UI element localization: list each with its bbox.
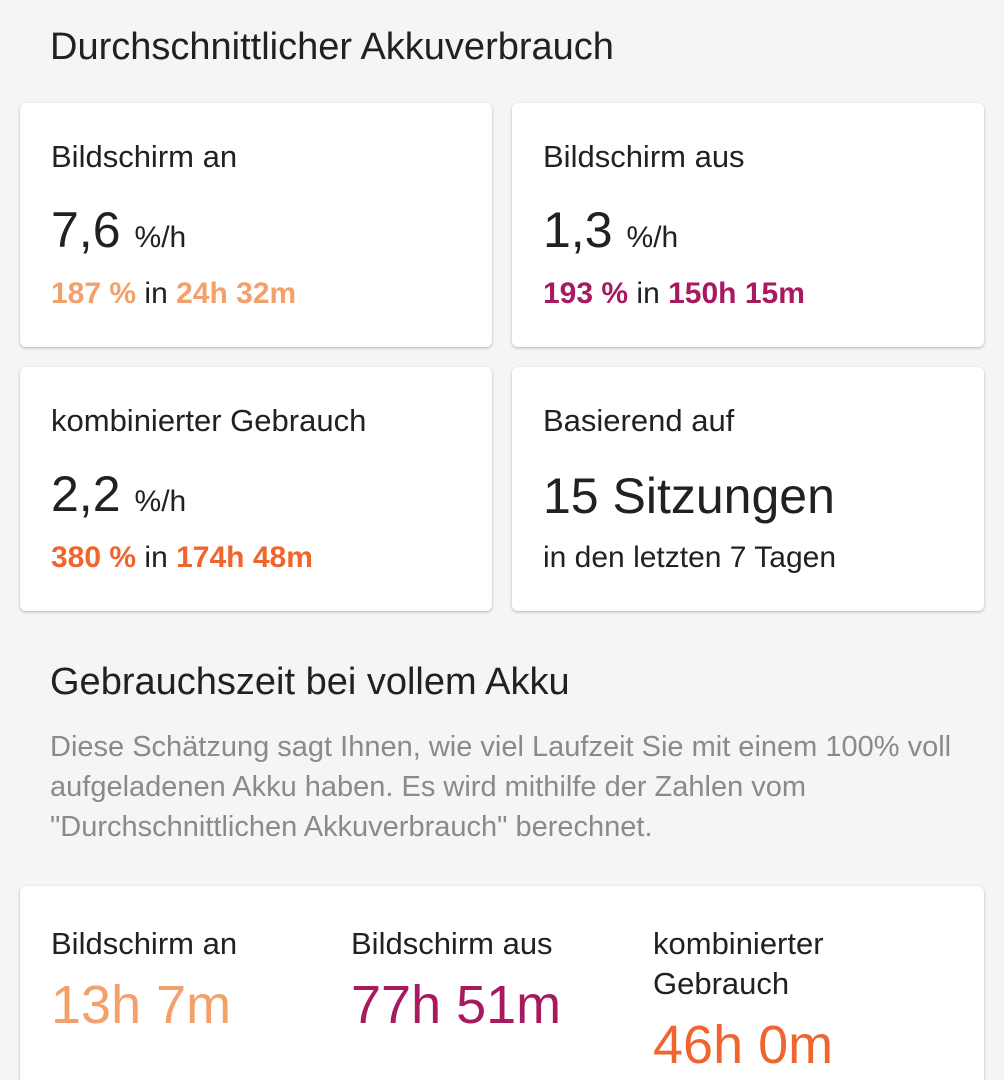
- screen-off-connector: in: [636, 277, 660, 310]
- estimate-combined-label-line2: Gebrauch: [653, 966, 790, 1001]
- combined-card: kombinierter Gebrauch 2,2 %/h 380 % in 17…: [20, 367, 492, 611]
- screen-off-detail: 193 % in 150h 15m: [543, 277, 805, 311]
- combined-label: kombinierter Gebrauch: [51, 403, 367, 438]
- screen-off-duration: 150h 15m: [668, 277, 805, 310]
- combined-connector: in: [144, 541, 168, 574]
- screen-on-connector: in: [144, 277, 168, 310]
- screen-off-rate: 1,3 %/h: [543, 201, 678, 259]
- estimate-combined-label: kombinierter Gebrauch: [653, 924, 953, 1004]
- estimate-screen-on-label: Bildschirm an: [51, 926, 238, 961]
- estimate-combined-label-line1: kombinierter: [653, 926, 824, 961]
- screen-on-rate-unit: %/h: [134, 221, 187, 254]
- full-battery-card: Bildschirm an 13h 7m Bildschirm aus 77h …: [20, 886, 984, 1080]
- sessions-period: in den letzten 7 Tagen: [543, 541, 837, 574]
- estimate-screen-on-value: 13h 7m: [51, 975, 232, 1035]
- screen-on-detail: 187 % in 24h 32m: [51, 277, 296, 311]
- combined-rate-value: 2,2: [51, 466, 121, 522]
- estimate-screen-off-label: Bildschirm aus: [351, 926, 553, 961]
- combined-detail: 380 % in 174h 48m: [51, 541, 313, 575]
- screen-on-card: Bildschirm an 7,6 %/h 187 % in 24h 32m: [20, 103, 492, 347]
- based-on-label: Basierend auf: [543, 403, 735, 438]
- estimate-screen-off-value: 77h 51m: [351, 975, 562, 1035]
- screen-off-card: Bildschirm aus 1,3 %/h 193 % in 150h 15m: [512, 103, 984, 347]
- screen-off-label: Bildschirm aus: [543, 139, 745, 174]
- screen-on-duration: 24h 32m: [176, 277, 297, 310]
- estimate-combined-value: 46h 0m: [653, 1015, 834, 1075]
- screen-on-rate: 7,6 %/h: [51, 201, 186, 259]
- screen-off-percent: 193 %: [543, 277, 629, 310]
- combined-duration: 174h 48m: [176, 541, 313, 574]
- screen-off-rate-value: 1,3: [543, 202, 613, 258]
- combined-rate-unit: %/h: [134, 485, 187, 518]
- combined-rate: 2,2 %/h: [51, 465, 186, 523]
- screen-on-percent: 187 %: [51, 277, 137, 310]
- avg-usage-title: Durchschnittlicher Akkuverbrauch: [50, 26, 614, 68]
- screen-on-rate-value: 7,6: [51, 202, 121, 258]
- full-battery-title: Gebrauchszeit bei vollem Akku: [50, 661, 570, 703]
- full-battery-description: Diese Schätzung sagt Ihnen, wie viel Lau…: [50, 731, 952, 843]
- combined-percent: 380 %: [51, 541, 137, 574]
- sessions-count: 15 Sitzungen: [543, 468, 835, 524]
- screen-on-label: Bildschirm an: [51, 139, 238, 174]
- based-on-card: Basierend auf 15 Sitzungen in den letzte…: [512, 367, 984, 611]
- screen-off-rate-unit: %/h: [626, 221, 679, 254]
